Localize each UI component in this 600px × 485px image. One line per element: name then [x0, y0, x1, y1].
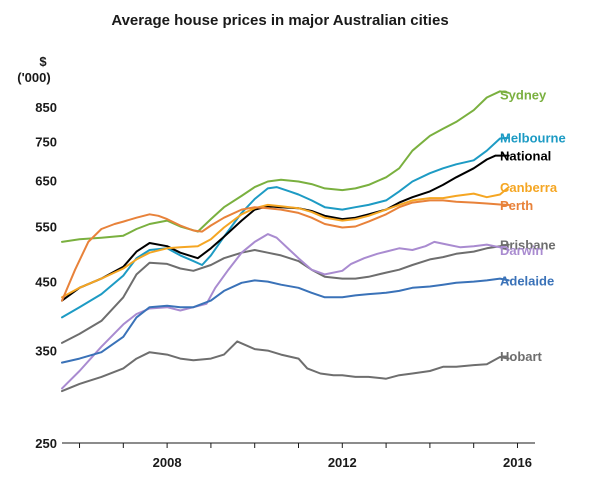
- y-tick-label: 650: [35, 174, 57, 189]
- series-label-hobart: Hobart: [500, 349, 543, 364]
- chart-title: Average house prices in major Australian…: [111, 12, 448, 29]
- series-line-canberra: [61, 186, 510, 299]
- series-label-melbourne: Melbourne: [500, 131, 566, 146]
- series-label-canberra: Canberra: [500, 180, 558, 195]
- series-line-sydney: [61, 90, 510, 243]
- series-line-adelaide: [61, 277, 510, 364]
- series-line-darwin: [61, 233, 510, 390]
- y-tick-label: 250: [35, 436, 57, 451]
- y-tick-label: 450: [35, 275, 57, 290]
- series-label-national: National: [500, 149, 551, 164]
- x-tick-marks: [79, 443, 518, 448]
- y-axis-unit-symbol: $: [39, 54, 47, 69]
- y-tick-label: 550: [35, 220, 57, 235]
- x-tick-label: 2012: [328, 455, 357, 470]
- series-label-brisbane: Brisbane: [500, 238, 556, 253]
- series-line-national: [61, 154, 510, 302]
- y-tick-label: 350: [35, 344, 57, 359]
- x-tick-label: 2008: [153, 455, 182, 470]
- series-label-perth: Perth: [500, 198, 533, 213]
- series-line-hobart: [61, 340, 510, 393]
- series-line-brisbane: [61, 243, 510, 344]
- x-tick-labels: 2008 2012 2016: [153, 455, 532, 470]
- x-tick-label: 2016: [503, 455, 532, 470]
- series-label-sydney: Sydney: [500, 87, 547, 102]
- y-tick-label: 850: [35, 100, 57, 115]
- y-tick-labels: 250 350 450 550 650 750 850: [35, 100, 57, 451]
- y-tick-label: 750: [35, 134, 57, 149]
- series-line-perth: [61, 199, 510, 302]
- series-label-darwin: Darwin: [500, 243, 543, 258]
- series-line-melbourne: [61, 136, 510, 319]
- series-lines: [61, 90, 510, 393]
- series-labels: Sydney Melbourne National Canberra Perth Bris…: [500, 87, 566, 364]
- y-axis-unit-label: ('000): [17, 70, 50, 85]
- series-label-adelaide: Adelaide: [500, 273, 554, 288]
